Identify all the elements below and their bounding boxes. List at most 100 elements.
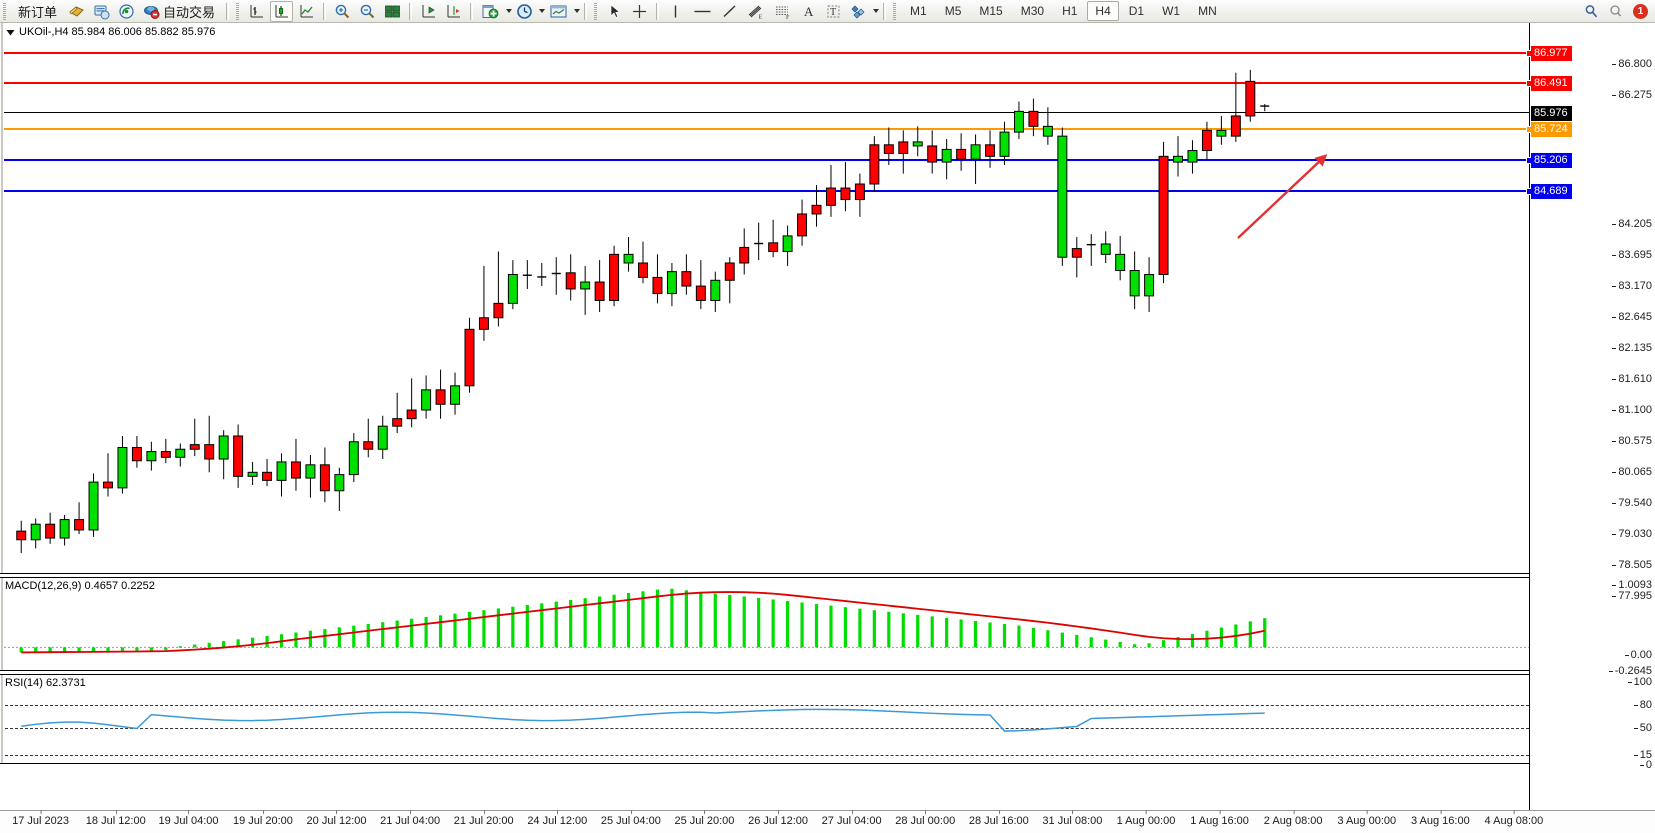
toolbar-grip[interactable] bbox=[2, 2, 8, 20]
hline-button[interactable] bbox=[689, 1, 716, 22]
label-icon: T bbox=[827, 5, 840, 18]
chart-shift-button[interactable] bbox=[417, 1, 440, 22]
objects-button[interactable] bbox=[847, 1, 870, 22]
macd-histogram-bar bbox=[453, 613, 457, 648]
timeframe-w1[interactable]: W1 bbox=[1162, 4, 1181, 18]
text-button[interactable]: A bbox=[797, 1, 820, 22]
cursor-button[interactable] bbox=[603, 1, 626, 22]
scale-tag-resistance-1[interactable]: 86.491 bbox=[1531, 76, 1572, 91]
add-indicator-caret-icon[interactable] bbox=[506, 9, 513, 13]
candlestick bbox=[985, 130, 996, 168]
macd-histogram-bar bbox=[988, 622, 992, 648]
candlestick bbox=[594, 260, 605, 313]
chevron-down-icon[interactable] bbox=[6, 28, 15, 37]
timeframe-m5[interactable]: M5 bbox=[944, 4, 962, 18]
timeframe-mn[interactable]: MN bbox=[1198, 4, 1217, 18]
terminal-icon-button[interactable] bbox=[90, 1, 113, 22]
candlestick bbox=[1115, 235, 1126, 281]
profile-icon-button[interactable] bbox=[65, 1, 88, 22]
time-axis-label: 19 Jul 04:00 bbox=[158, 810, 219, 827]
terminal-icon bbox=[94, 5, 110, 19]
search-button[interactable] bbox=[1580, 1, 1603, 22]
macd-histogram-bar bbox=[352, 625, 356, 648]
timeframe-m1[interactable]: M1 bbox=[910, 4, 927, 18]
period-caret-icon[interactable] bbox=[539, 9, 546, 13]
time-axis[interactable]: 17 Jul 2023 18 Jul 12:00 19 Jul 04:00 19 Ju… bbox=[0, 810, 1655, 833]
line-chart-button[interactable] bbox=[295, 1, 318, 22]
macd-scale-top: 1.0093 bbox=[1612, 579, 1652, 591]
drawing-group-grip[interactable] bbox=[593, 2, 600, 20]
templates-button[interactable] bbox=[546, 1, 571, 22]
bar-chart-button[interactable] bbox=[245, 1, 268, 22]
timeframe-group-grip[interactable] bbox=[892, 2, 899, 20]
trendline-icon bbox=[723, 4, 736, 17]
timeframe-d1[interactable]: D1 bbox=[1128, 4, 1145, 18]
macd-histogram-bar bbox=[91, 647, 96, 652]
chart-type-group-grip[interactable] bbox=[235, 2, 242, 20]
timeframe-m15[interactable]: M15 bbox=[979, 4, 1003, 18]
chart-area[interactable]: UKOil-,H4 85.984 86.006 85.882 85.976 MA… bbox=[0, 23, 1655, 833]
candlestick bbox=[348, 433, 359, 483]
objects-caret-icon[interactable] bbox=[873, 9, 880, 13]
auto-scroll-button[interactable] bbox=[442, 1, 465, 22]
time-axis-label: 20 Jul 12:00 bbox=[306, 810, 367, 827]
scale-tag-support-2[interactable]: 84.689 bbox=[1531, 184, 1572, 199]
candlestick bbox=[392, 392, 403, 434]
tile-windows-button[interactable] bbox=[381, 1, 404, 22]
signals-icon-button[interactable] bbox=[115, 1, 138, 22]
autotrading-button[interactable]: 自动交易 bbox=[140, 1, 221, 22]
zoom-in-button[interactable] bbox=[331, 1, 354, 22]
candlestick bbox=[854, 173, 865, 217]
price-pane[interactable]: UKOil-,H4 85.984 86.006 85.882 85.976 bbox=[0, 23, 1533, 574]
crosshair-button[interactable] bbox=[628, 1, 651, 22]
rsi-rail[interactable] bbox=[0, 675, 4, 763]
scale-tag-resistance-2[interactable]: 86.977 bbox=[1531, 46, 1572, 61]
templates-caret-icon[interactable] bbox=[574, 9, 581, 13]
macd-histogram-bar bbox=[713, 593, 717, 648]
alerts-icon bbox=[1610, 4, 1622, 16]
macd-histogram-bar bbox=[120, 647, 125, 651]
macd-rail[interactable] bbox=[0, 578, 4, 670]
alerts-button[interactable] bbox=[1605, 1, 1629, 22]
price-scale[interactable]: 86.800 86.275 84.205 83.695 83.170 82.645 82.1… bbox=[1529, 23, 1655, 810]
vline-button[interactable] bbox=[664, 1, 687, 22]
period-button[interactable] bbox=[513, 1, 536, 22]
rsi-pane[interactable]: RSI(14) 62.3731 bbox=[0, 674, 1529, 764]
new-order-button[interactable]: 新订单 bbox=[12, 1, 63, 22]
candlestick bbox=[724, 257, 735, 304]
rsi-guide-15 bbox=[0, 755, 1529, 756]
candlestick bbox=[117, 435, 128, 494]
macd-histogram-bar bbox=[34, 647, 38, 653]
notification-badge[interactable]: 1 bbox=[1633, 3, 1648, 19]
scale-tag-support-1[interactable]: 85.206 bbox=[1531, 153, 1572, 168]
timeframe-h1[interactable]: H1 bbox=[1062, 4, 1078, 18]
macd-histogram-bar bbox=[410, 618, 414, 648]
macd-histogram-bar bbox=[467, 611, 472, 648]
price-tick: 86.800 bbox=[1612, 58, 1652, 70]
macd-histogram-bar bbox=[149, 647, 153, 651]
signals-icon bbox=[119, 3, 134, 19]
trendline-button[interactable] bbox=[718, 1, 741, 22]
timeframe-m30[interactable]: M30 bbox=[1020, 4, 1045, 18]
scale-tag-pivot[interactable]: 85.724 bbox=[1531, 122, 1572, 137]
candlestick-chart-button[interactable] bbox=[270, 0, 294, 22]
chart-shift-icon bbox=[422, 4, 436, 17]
vertical-scale-rail[interactable] bbox=[0, 23, 4, 573]
macd-pane[interactable]: MACD(12,26,9) 0.4657 0.2252 bbox=[0, 577, 1529, 671]
macd-histogram-bar bbox=[1147, 643, 1151, 648]
fibonacci-button[interactable]: F bbox=[770, 1, 795, 22]
candlestick bbox=[146, 441, 157, 471]
candlestick bbox=[131, 435, 142, 468]
zoom-out-button[interactable] bbox=[356, 1, 379, 22]
add-indicator-button[interactable] bbox=[478, 1, 503, 22]
cursor-icon bbox=[610, 3, 621, 18]
price-tick: 77.995 bbox=[1612, 590, 1652, 602]
equidistant-channel-button[interactable]: E bbox=[743, 1, 768, 22]
label-button[interactable]: T bbox=[822, 1, 845, 22]
candlestick-series[interactable] bbox=[0, 23, 1529, 574]
macd-histogram-bar bbox=[1133, 644, 1137, 648]
candlestick bbox=[290, 438, 301, 491]
timeframe-h4[interactable]: H4 bbox=[1087, 1, 1119, 21]
candlestick bbox=[681, 254, 692, 295]
price-tick: 79.030 bbox=[1612, 528, 1652, 540]
